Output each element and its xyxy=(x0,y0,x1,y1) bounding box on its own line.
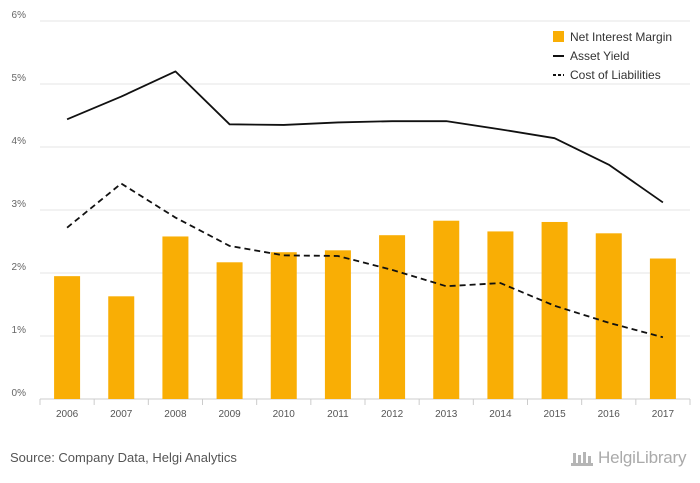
x-tick-label: 2007 xyxy=(110,409,133,420)
y-tick-label: 4% xyxy=(12,136,27,147)
legend: Net Interest Margin Asset Yield Cost of Li… xyxy=(553,30,672,82)
bar xyxy=(324,250,351,399)
bar-series-net-interest-margin xyxy=(54,220,676,399)
y-tick-label: 3% xyxy=(12,199,27,210)
x-axis: 2006 2007 2008 2009 2010 2011 2012 2013 2014 2015… xyxy=(39,399,691,420)
legend-label-net-interest-margin: Net Interest Margin xyxy=(570,30,672,44)
x-tick-label: 2015 xyxy=(543,409,566,420)
line-series xyxy=(66,70,664,339)
brand-name: HelgiLibrary xyxy=(598,448,687,467)
bar xyxy=(595,233,622,399)
bar xyxy=(487,231,514,399)
y-tick-label: 0% xyxy=(12,388,27,399)
bar xyxy=(270,252,297,399)
bar xyxy=(379,235,406,399)
x-tick-label: 2013 xyxy=(435,409,458,420)
legend-label-cost-of-liabilities: Cost of Liabilities xyxy=(570,68,661,82)
library-icon xyxy=(571,452,593,466)
x-tick-label: 2016 xyxy=(598,409,621,420)
x-tick-label: 2009 xyxy=(218,409,241,420)
bar xyxy=(162,236,189,399)
x-tick-label: 2008 xyxy=(164,409,187,420)
y-tick-label: 5% xyxy=(12,73,27,84)
bar xyxy=(54,276,81,399)
legend-label-asset-yield: Asset Yield xyxy=(570,49,629,63)
x-tick-label: 2012 xyxy=(381,409,404,420)
x-tick-label: 2010 xyxy=(273,409,296,420)
x-tick-label: 2006 xyxy=(56,409,79,420)
bar xyxy=(433,220,460,399)
bar xyxy=(108,296,135,399)
line-series-cost-of-liabilities xyxy=(66,182,664,339)
bar xyxy=(649,258,676,399)
y-tick-label: 6% xyxy=(12,10,27,21)
y-axis: 0% 1% 2% 3% 4% 5% 6% xyxy=(12,10,27,399)
line-series-asset-yield xyxy=(66,70,664,204)
bar xyxy=(541,221,568,399)
y-tick-label: 1% xyxy=(12,325,27,336)
bar xyxy=(216,262,243,399)
source-note: Source: Company Data, Helgi Analytics xyxy=(10,450,237,465)
x-tick-label: 2017 xyxy=(652,409,675,420)
y-tick-label: 2% xyxy=(12,262,27,273)
legend-swatch-net-interest-margin xyxy=(553,31,564,42)
x-tick-label: 2014 xyxy=(489,409,512,420)
x-tick-label: 2011 xyxy=(327,409,349,420)
brand-logo: HelgiLibrary xyxy=(570,448,687,468)
